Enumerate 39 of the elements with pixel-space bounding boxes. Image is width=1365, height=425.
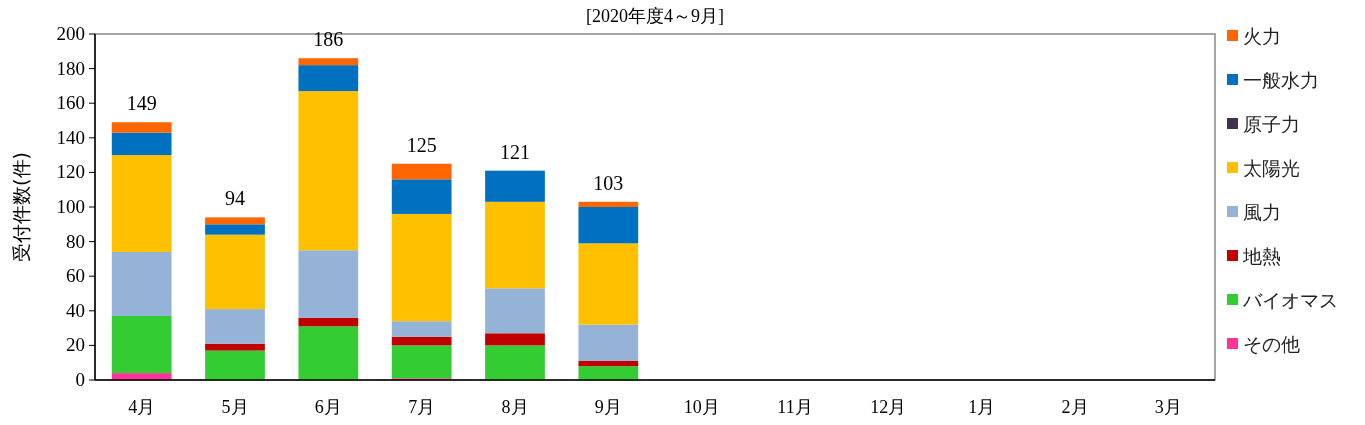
legend-label: バイオマス [1242, 289, 1338, 311]
total-label: 94 [225, 187, 245, 210]
total-label: 186 [313, 28, 344, 51]
x-tick-label: 4月 [128, 397, 156, 417]
legend-label: 原子力 [1243, 113, 1300, 135]
y-tick-label: 20 [66, 334, 85, 356]
y-tick-label: 60 [66, 265, 85, 287]
total-label: 121 [500, 140, 530, 163]
total-label: 125 [406, 133, 437, 156]
y-tick-label: 40 [66, 299, 85, 321]
legend-label: その他 [1243, 333, 1300, 355]
x-tick-label: 5月 [221, 397, 249, 417]
y-tick-label: 80 [66, 230, 85, 252]
x-tick-label: 11月 [777, 397, 813, 417]
legend-label: 太陽光 [1243, 157, 1300, 179]
y-tick-label: 140 [56, 126, 85, 148]
total-label: 103 [593, 171, 624, 194]
y-tick-label: 0 [75, 369, 85, 390]
x-tick-label: 9月 [594, 397, 622, 417]
x-tick-label: 7月 [408, 397, 436, 417]
legend-label: 火力 [1243, 25, 1281, 47]
x-tick-label: 12月 [870, 397, 907, 417]
y-tick-label: 120 [56, 161, 85, 183]
x-tick-label: 1月 [968, 397, 996, 417]
y-axis-title: 受付件数(件) [10, 152, 32, 262]
total-label: 149 [126, 92, 157, 115]
x-tick-label: 8月 [501, 397, 529, 417]
y-tick-label: 200 [56, 23, 85, 44]
legend-label: 地熱 [1242, 245, 1281, 267]
y-tick-label: 180 [56, 57, 85, 79]
x-tick-label: 2月 [1061, 397, 1089, 417]
x-tick-label: 3月 [1154, 397, 1182, 417]
x-tick-label: 10月 [683, 397, 720, 417]
x-tick-label: 6月 [314, 397, 342, 417]
chart-title: [2020年度4～9月] [586, 6, 724, 26]
y-tick-label: 160 [56, 92, 85, 114]
legend-label: 風力 [1243, 201, 1281, 223]
legend-label: 一般水力 [1243, 69, 1319, 91]
y-tick-label: 100 [56, 196, 85, 217]
